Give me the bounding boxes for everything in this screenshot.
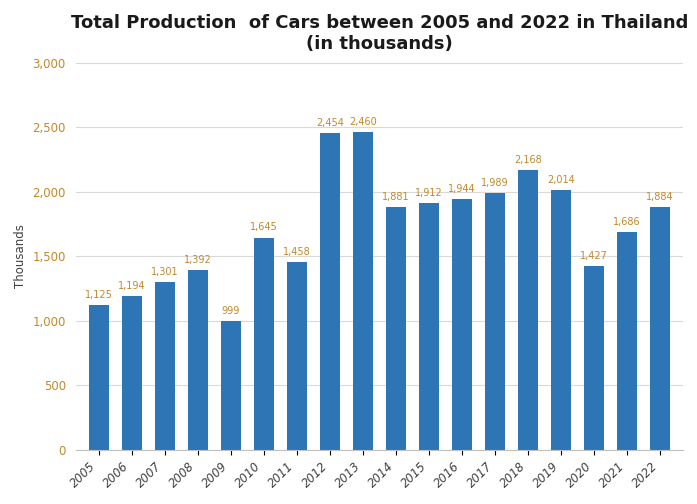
Text: 999: 999 bbox=[222, 306, 240, 316]
Bar bbox=[518, 170, 538, 450]
Bar bbox=[485, 193, 505, 450]
Text: 2,014: 2,014 bbox=[547, 175, 575, 185]
Bar bbox=[353, 133, 373, 450]
Bar bbox=[650, 207, 670, 450]
Bar bbox=[551, 190, 571, 450]
Y-axis label: Thousands: Thousands bbox=[14, 224, 27, 288]
Bar bbox=[155, 282, 175, 450]
Text: 1,392: 1,392 bbox=[184, 255, 212, 265]
Bar bbox=[221, 321, 240, 450]
Bar bbox=[122, 296, 141, 450]
Text: 2,460: 2,460 bbox=[349, 117, 376, 127]
Bar bbox=[254, 237, 274, 450]
Text: 1,645: 1,645 bbox=[250, 222, 277, 232]
Text: 2,168: 2,168 bbox=[514, 155, 542, 165]
Bar bbox=[287, 262, 307, 450]
Bar bbox=[452, 199, 472, 450]
Text: 1,884: 1,884 bbox=[646, 192, 674, 202]
Bar bbox=[89, 305, 109, 450]
Text: 1,194: 1,194 bbox=[118, 281, 146, 291]
Text: 1,881: 1,881 bbox=[382, 192, 410, 202]
Text: 1,427: 1,427 bbox=[580, 250, 608, 261]
Bar bbox=[617, 232, 637, 450]
Bar bbox=[386, 207, 406, 450]
Text: 1,944: 1,944 bbox=[448, 184, 475, 194]
Bar bbox=[320, 133, 339, 450]
Text: 1,301: 1,301 bbox=[151, 267, 178, 277]
Bar bbox=[187, 270, 208, 450]
Text: 2,454: 2,454 bbox=[316, 118, 344, 128]
Text: 1,686: 1,686 bbox=[613, 217, 641, 227]
Bar bbox=[419, 203, 439, 450]
Text: 1,989: 1,989 bbox=[481, 178, 509, 188]
Bar bbox=[584, 266, 604, 450]
Text: 1,125: 1,125 bbox=[85, 289, 113, 299]
Title: Total Production  of Cars between 2005 and 2022 in Thailand
(in thousands): Total Production of Cars between 2005 an… bbox=[70, 14, 688, 53]
Text: 1,912: 1,912 bbox=[415, 188, 443, 198]
Text: 1,458: 1,458 bbox=[283, 246, 311, 257]
